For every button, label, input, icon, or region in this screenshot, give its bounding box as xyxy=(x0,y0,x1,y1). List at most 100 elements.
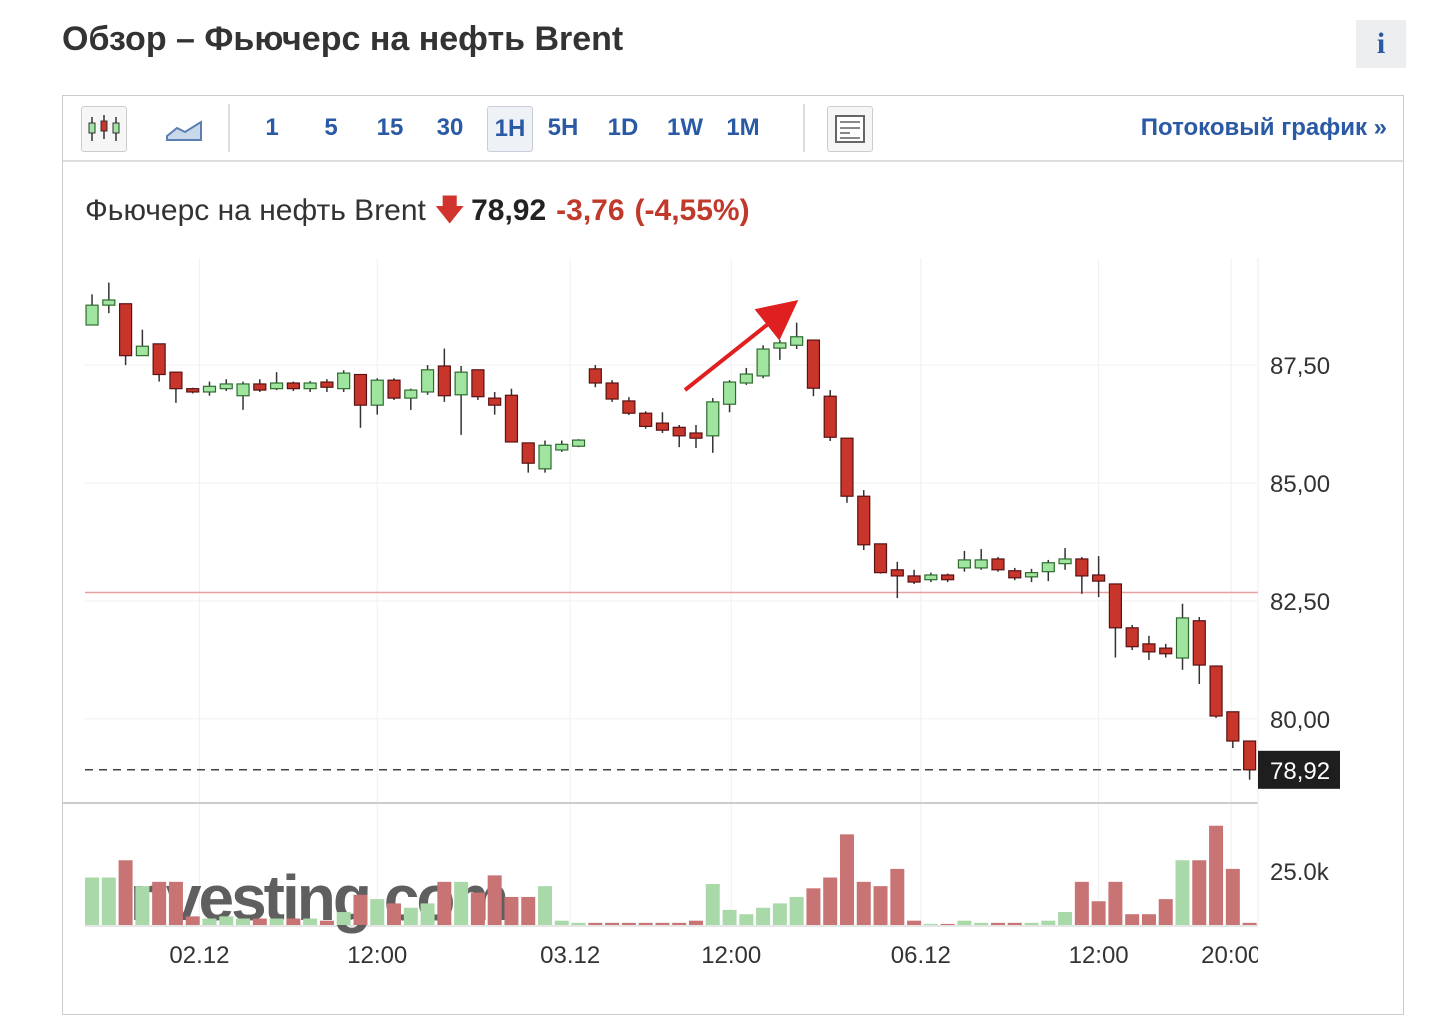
volume-bar xyxy=(638,922,653,925)
candle-body xyxy=(471,369,485,398)
candle-body xyxy=(622,400,636,414)
interval-button[interactable]: 1W xyxy=(667,114,703,141)
volume-bar xyxy=(1209,825,1224,925)
interval-button[interactable]: 1H xyxy=(487,106,533,152)
x-tick-label: 02.12 xyxy=(169,942,229,969)
candle-body xyxy=(672,426,686,437)
volume-bar xyxy=(454,881,469,925)
volume-bar xyxy=(655,922,670,925)
candle-body xyxy=(102,299,116,306)
volume-bar xyxy=(470,892,485,925)
volume-bar xyxy=(672,922,687,925)
volume-bar xyxy=(504,896,519,925)
candle-body xyxy=(454,371,468,396)
volume-bar xyxy=(319,920,334,925)
candle-body xyxy=(420,369,435,393)
volume-tick-label: 25.0k xyxy=(1270,859,1330,886)
candle-body xyxy=(253,383,267,391)
volume-bar xyxy=(353,894,368,925)
volume-bar xyxy=(722,909,737,925)
interval-button[interactable]: 1D xyxy=(607,114,639,141)
volume-bar xyxy=(168,881,183,925)
grid: 80,00 82,50 85,00 87,50 25.0k 02.12 12:00 03.12… xyxy=(62,258,1340,969)
area-icon xyxy=(166,120,202,141)
candle-body xyxy=(504,394,519,443)
candle-body xyxy=(85,304,99,326)
candle-body xyxy=(236,383,250,397)
volume-bar xyxy=(772,903,787,925)
x-tick-label: 03.12 xyxy=(540,942,600,969)
candle-body xyxy=(907,575,921,583)
volume-bar xyxy=(1041,920,1056,925)
interval-button[interactable]: 30 xyxy=(436,114,464,141)
candle-body xyxy=(840,437,854,497)
y-tick-label: 82,50 xyxy=(1270,589,1330,616)
candle-body xyxy=(957,559,972,569)
candle-body xyxy=(1108,583,1123,629)
x-tick-label: 12:00 xyxy=(347,942,407,969)
candle-body xyxy=(370,379,384,406)
candle-body xyxy=(1041,562,1055,573)
volume-bar xyxy=(387,903,402,925)
volume-bar xyxy=(437,881,452,925)
candle-body xyxy=(857,495,871,546)
candle-body xyxy=(823,395,837,438)
layout-button[interactable] xyxy=(827,106,873,152)
volume-bar xyxy=(823,877,838,925)
candle-body xyxy=(1058,558,1072,565)
change: -3,76 xyxy=(556,194,625,227)
volume-bar xyxy=(789,896,804,925)
candle-body xyxy=(941,574,955,581)
info-button[interactable]: i xyxy=(1356,20,1406,68)
volume-bar xyxy=(269,918,284,925)
volume-bar xyxy=(974,922,989,925)
page-title: Обзор – Фьючерс на нефть Brent xyxy=(62,20,624,58)
volume-bar xyxy=(907,920,922,925)
volume-bar xyxy=(118,860,133,925)
interval-button[interactable]: 15 xyxy=(376,114,404,141)
volume-bar xyxy=(873,886,888,925)
candle-body xyxy=(1243,740,1257,771)
down-arrow: 🡇 xyxy=(434,194,466,227)
interval-button[interactable]: 1M xyxy=(726,114,760,141)
instrument-name: Фьючерс на нефть Brent xyxy=(85,194,426,227)
candle-body xyxy=(1024,572,1039,578)
volume-bar xyxy=(806,888,821,925)
candle-body xyxy=(924,574,938,581)
candle-body xyxy=(202,385,217,393)
separator xyxy=(228,104,230,152)
volume-bar xyxy=(705,883,720,925)
candle-body xyxy=(488,397,502,406)
interval-button[interactable]: 5H xyxy=(547,114,579,141)
candle-body xyxy=(890,569,904,577)
candle-body xyxy=(1159,647,1173,655)
x-tick-label: 06.12 xyxy=(891,942,951,969)
volume-bar xyxy=(252,918,267,925)
separator xyxy=(803,104,805,152)
candles xyxy=(85,282,1257,780)
candle-body xyxy=(118,303,133,357)
candle-body xyxy=(521,442,535,464)
interval-button[interactable]: 1 xyxy=(265,114,279,141)
volume-bar xyxy=(1074,881,1089,925)
volume-bar xyxy=(1091,901,1106,925)
last-price-tag xyxy=(1258,750,1340,789)
interval-button[interactable]: 5 xyxy=(324,114,338,141)
candle-body xyxy=(706,401,720,437)
candle-body xyxy=(1226,711,1240,742)
candle-body xyxy=(437,365,451,397)
candle-type-button[interactable] xyxy=(81,106,127,152)
stream-chart-link[interactable]: Потоковый график » xyxy=(1140,114,1387,141)
volume-bar xyxy=(1141,914,1156,925)
area-type-button[interactable] xyxy=(163,106,207,150)
candle-body xyxy=(169,371,183,390)
volume-bar xyxy=(202,918,217,925)
volume-bar xyxy=(605,922,620,925)
change-percent: (-4,55%) xyxy=(634,194,750,227)
candle-body xyxy=(387,379,401,399)
y-tick-label: 80,00 xyxy=(1270,707,1330,734)
candle-body xyxy=(639,412,653,428)
candle-body xyxy=(286,382,300,390)
